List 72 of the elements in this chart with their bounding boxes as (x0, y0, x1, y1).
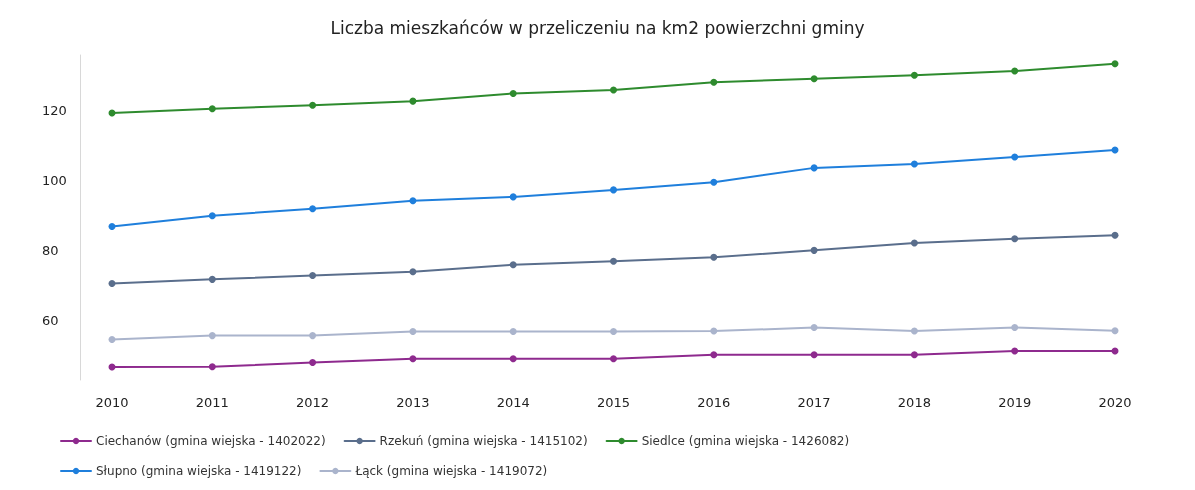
point (509, 89, 517, 97)
point (409, 197, 417, 205)
point (409, 268, 417, 276)
y-tick-label: 80 (42, 243, 59, 259)
point (108, 223, 116, 231)
point (208, 363, 216, 371)
point (1011, 235, 1019, 243)
point (509, 355, 517, 363)
point (610, 257, 617, 265)
point (309, 332, 317, 340)
legend-label: Siedlce (gmina wiejska - 1426082) (641, 434, 850, 448)
point (409, 355, 417, 363)
point (309, 101, 317, 109)
point (1111, 231, 1119, 239)
x-tick-label: 2015 (596, 395, 631, 410)
point (1011, 324, 1019, 332)
point (910, 239, 918, 247)
x-tick-label: 2019 (998, 395, 1032, 410)
point (1111, 327, 1119, 335)
legend-label: Łąck (gmina wiejska - 1419072) (354, 464, 548, 478)
point (208, 105, 216, 113)
point (409, 97, 417, 105)
point (710, 78, 718, 86)
point (208, 332, 216, 340)
x-tick-label: 2011 (195, 395, 229, 410)
point (910, 351, 918, 359)
point (409, 327, 417, 335)
point (208, 275, 216, 283)
point (1111, 60, 1119, 68)
point (610, 186, 617, 194)
x-tick-label: 2014 (496, 395, 530, 410)
point (810, 246, 818, 254)
point (509, 193, 517, 201)
x-tick-label: 2012 (296, 395, 330, 410)
point (509, 261, 517, 269)
legend-label: Słupno (gmina wiejska - 1419122) (96, 464, 302, 478)
x-tick-label: 2017 (797, 395, 831, 410)
point (810, 324, 818, 332)
y-tick-label: 120 (42, 103, 67, 119)
chart-title: Liczba mieszkańców w przeliczeniu na km2 powierzchni gminy (330, 17, 865, 38)
point (208, 212, 216, 220)
x-tick-label: 2016 (697, 395, 731, 410)
point (610, 327, 617, 335)
point (108, 280, 116, 288)
point (710, 351, 718, 359)
legend-label: Rzekuń (gmina wiejska - 1415102) (379, 434, 588, 448)
point (710, 253, 718, 261)
point (710, 178, 718, 186)
legend-label: Ciechanów (gmina wiejska - 1402022) (96, 434, 326, 448)
point (509, 327, 517, 335)
point (810, 75, 818, 83)
point (810, 351, 818, 359)
point (1011, 347, 1019, 355)
point (1011, 153, 1019, 161)
point (309, 359, 317, 367)
point (610, 86, 617, 94)
point (610, 355, 617, 363)
x-tick-label: 2018 (897, 395, 931, 410)
point (1011, 67, 1019, 75)
point (710, 327, 718, 335)
x-tick-label: 2013 (396, 395, 430, 410)
point (108, 335, 116, 343)
x-tick-label: 2020 (1098, 395, 1132, 410)
point (309, 272, 317, 280)
point (910, 160, 918, 168)
y-tick-label: 100 (42, 173, 67, 189)
point (309, 205, 317, 213)
point (910, 71, 918, 79)
point (910, 327, 918, 335)
y-tick-label: 60 (42, 313, 59, 329)
point (810, 164, 818, 172)
x-tick-label: 2010 (95, 395, 129, 410)
